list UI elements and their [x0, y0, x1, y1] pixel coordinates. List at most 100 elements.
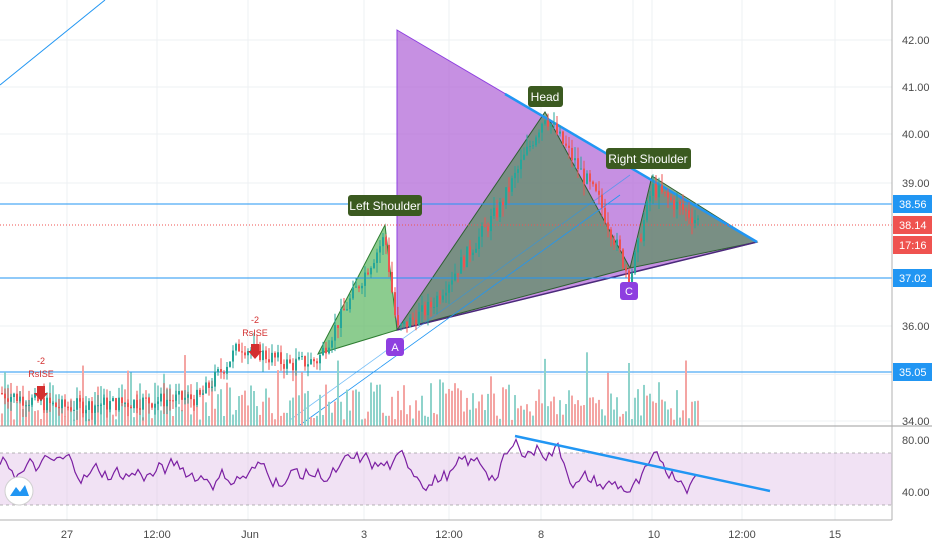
volume-bar	[469, 409, 471, 426]
candle-body	[55, 402, 57, 407]
volume-bar	[220, 389, 222, 426]
candle-body	[397, 315, 399, 326]
volume-bar	[289, 400, 291, 426]
candle-body	[508, 187, 510, 192]
volume-bar	[22, 408, 24, 426]
candle-body	[208, 382, 210, 388]
volume-bar	[112, 414, 114, 426]
candle-body	[559, 131, 561, 134]
volume-bar	[589, 397, 591, 426]
candle-body	[304, 356, 306, 367]
volume-bar	[160, 410, 162, 426]
candle-body	[97, 405, 99, 407]
candle-body	[352, 287, 354, 299]
marker-a: A	[386, 338, 404, 356]
candle-body	[511, 178, 513, 192]
volume-bar	[640, 415, 642, 426]
oscillator-tick-label: 80.00	[902, 435, 930, 447]
volume-bar	[688, 418, 690, 426]
candle-body	[145, 397, 147, 399]
candle-body	[340, 308, 342, 328]
tradingview-logo-icon[interactable]	[4, 476, 34, 506]
volume-bar	[373, 391, 375, 426]
candle-body	[637, 238, 639, 253]
candle-body	[529, 145, 531, 147]
volume-bar	[544, 358, 546, 426]
candle-body	[139, 408, 141, 410]
candle-body	[274, 352, 276, 358]
candle-body	[556, 123, 558, 134]
price-tag-label: 35.05	[899, 367, 927, 379]
candle-body	[247, 351, 249, 356]
volume-bar	[502, 387, 504, 426]
volume-bar	[217, 394, 219, 426]
candle-body	[217, 369, 219, 372]
candle-body	[688, 210, 690, 218]
volume-bar	[205, 402, 207, 426]
oscillator-pane	[0, 434, 892, 506]
candle-body	[679, 201, 681, 205]
volume-bar	[388, 415, 390, 426]
volume-bar	[493, 393, 495, 426]
volume-bar	[445, 393, 447, 426]
candle-body	[289, 359, 291, 363]
volume-bar	[541, 403, 543, 426]
candle-body	[427, 301, 429, 316]
oscillator-line	[0, 437, 697, 495]
candle-body	[1, 393, 3, 394]
volume-bar	[142, 417, 144, 426]
volume-bar	[346, 389, 348, 426]
candle-body	[76, 398, 78, 410]
candle-body	[211, 386, 213, 388]
oscillator-axis[interactable]: 80.00 40.00	[902, 435, 930, 499]
volume-bar	[697, 400, 699, 426]
volume-bar	[484, 410, 486, 426]
candle-body	[103, 397, 105, 405]
volume-bar	[55, 394, 57, 426]
fan-line-1	[299, 194, 621, 426]
candle-body	[220, 369, 222, 373]
time-axis[interactable]: 27 12:00 Jun 3 12:00 8 10 12:00 15	[61, 529, 841, 541]
candle-body	[154, 403, 156, 408]
candle-body	[523, 154, 525, 160]
svg-text:RsISE: RsISE	[242, 328, 268, 338]
volume-bar	[676, 390, 678, 426]
volume-bar	[661, 399, 663, 426]
candle-body	[334, 325, 336, 341]
volume-bar	[418, 410, 420, 426]
volume-bar	[625, 411, 627, 426]
candle-body	[646, 201, 648, 221]
arrow-down-icon	[248, 344, 262, 359]
volume-bar	[694, 401, 696, 426]
candle-body	[595, 184, 597, 191]
neckline	[396, 241, 758, 331]
candle-body	[346, 309, 348, 311]
candle-body	[622, 249, 624, 268]
oscillator-tick-label: 40.00	[902, 487, 930, 499]
signal-2: -2 RsISE	[242, 315, 268, 359]
candle-body	[163, 393, 165, 407]
volume-bar	[46, 401, 48, 426]
price-tag-label: 37.02	[899, 273, 927, 285]
arrow-down-icon	[34, 386, 48, 401]
volume-bar	[151, 418, 153, 426]
candle-body	[649, 195, 651, 202]
candle-body	[496, 207, 498, 218]
candle-body	[187, 394, 189, 398]
volume-bar	[202, 385, 204, 426]
candle-body	[376, 252, 378, 263]
marker-c: C	[620, 282, 638, 300]
candle-body	[301, 356, 303, 358]
volume-bar	[421, 395, 423, 426]
price-tag-label: 38.14	[899, 220, 927, 232]
candle-body	[472, 252, 474, 256]
candle-body	[358, 286, 360, 289]
candle-body	[373, 262, 375, 268]
volume-bar	[526, 404, 528, 426]
candle-body	[19, 396, 21, 402]
volume-bar	[511, 419, 513, 426]
candle-body	[310, 359, 312, 365]
volume-bar	[37, 410, 39, 426]
volume-bar	[304, 393, 306, 426]
